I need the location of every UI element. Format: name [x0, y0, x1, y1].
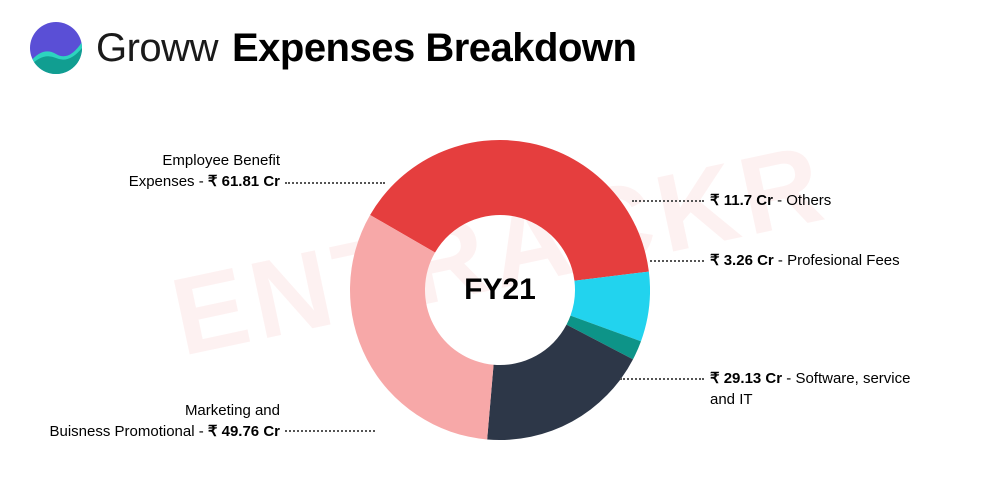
leader-line	[285, 430, 375, 432]
callout-label: Others	[786, 192, 831, 209]
page-title: Expenses Breakdown	[232, 26, 637, 71]
leader-line	[285, 182, 385, 184]
callout-software: ₹ 29.13 Cr - Software, serviceand IT	[710, 368, 970, 410]
header: Groww Expenses Breakdown	[0, 0, 1000, 74]
callout-value: ₹ 3.26 Cr	[710, 252, 774, 269]
donut-svg-holder	[350, 140, 650, 440]
callout-marketing: Marketing andBuisness Promotional - ₹ 49…	[10, 400, 280, 442]
callout-value: ₹ 29.13 Cr	[710, 370, 782, 387]
donut-slice	[350, 215, 494, 439]
groww-logo-icon	[30, 22, 82, 74]
leader-line	[632, 200, 704, 202]
donut-chart: FY21 Employee BenefitExpenses - ₹ 61.81 …	[0, 130, 1000, 490]
callout-label: Profesional Fees	[787, 252, 900, 269]
brand-name: Groww	[96, 26, 218, 71]
callout-professional-fees: ₹ 3.26 Cr - Profesional Fees	[710, 250, 970, 271]
callout-value: ₹ 61.81 Cr	[208, 173, 280, 190]
callout-others: ₹ 11.7 Cr - Others	[710, 190, 970, 211]
leader-line	[650, 260, 704, 262]
leader-line	[620, 378, 704, 380]
callout-value: ₹ 49.76 Cr	[208, 423, 280, 440]
callout-value: ₹ 11.7 Cr	[710, 192, 773, 209]
callout-employee-benefit: Employee BenefitExpenses - ₹ 61.81 Cr	[40, 150, 280, 192]
